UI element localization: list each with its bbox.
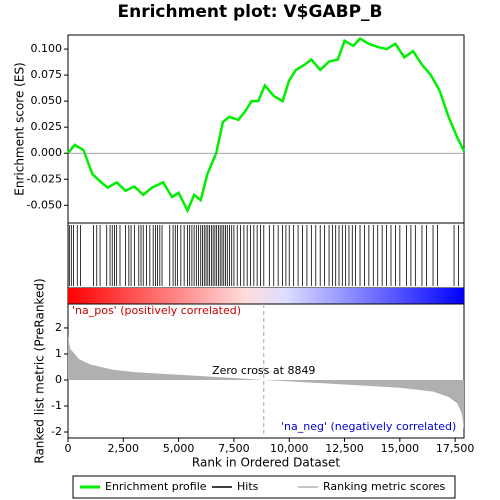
y-tick-label: 0.075 [31, 68, 63, 81]
y-tick-label: 0.000 [31, 146, 63, 159]
pos-label: 'na_pos' (positively correlated) [72, 304, 241, 317]
legend [72, 475, 456, 499]
neg-label: 'na_neg' (negatively correlated) [281, 420, 456, 433]
x-tick-label: 7,500 [218, 442, 250, 455]
x-tick-label: 0 [65, 442, 72, 455]
x-tick-label: 12,500 [325, 442, 364, 455]
y-axis-label: Enrichment score (ES) [13, 62, 27, 195]
y-tick-label: 0.100 [31, 42, 63, 55]
es-line [67, 37, 466, 214]
chart-title: Enrichment plot: V$GABP_B [118, 2, 383, 22]
y-tick-label: 0.050 [31, 94, 63, 107]
x-tick-label: 2,500 [108, 442, 140, 455]
plot-frame [67, 34, 465, 439]
y-tick-label: 1 [55, 347, 62, 360]
x-tick-label: 10,000 [270, 442, 309, 455]
legend-label: Enrichment profile [105, 480, 207, 493]
x-tick-label: 5,000 [163, 442, 195, 455]
legend-label: Ranking metric scores [323, 480, 445, 493]
y-tick-label: -0.050 [27, 198, 62, 211]
y-tick-label: 0.025 [31, 120, 63, 133]
y-tick-label: -1 [51, 399, 62, 412]
legend-label: Hits [237, 480, 259, 493]
y-tick-label: 2 [55, 321, 62, 334]
y-tick-label: 0 [55, 373, 62, 386]
x-axis-label: Rank in Ordered Dataset [192, 456, 340, 470]
x-tick-label: 17,500 [436, 442, 475, 455]
y-tick-label: -2 [51, 425, 62, 438]
rank-color-bar [68, 288, 464, 304]
y-tick-label: -0.025 [27, 172, 62, 185]
metric-area [68, 335, 464, 430]
x-tick-label: 15,000 [381, 442, 420, 455]
zero-cross-label: Zero cross at 8849 [212, 364, 315, 377]
y-axis-label: Ranked list metric (PreRanked) [33, 278, 47, 463]
